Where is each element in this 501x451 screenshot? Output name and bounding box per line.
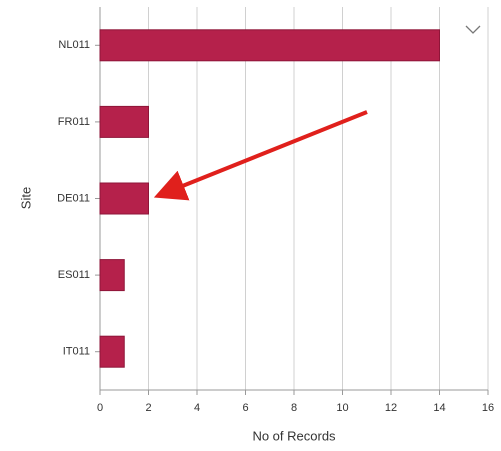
x-tick-label: 14 xyxy=(433,402,445,414)
y-tick-label: NL011 xyxy=(58,39,90,51)
x-tick-label: 8 xyxy=(291,402,297,414)
x-axis-title: No of Records xyxy=(252,428,336,443)
x-tick-label: 0 xyxy=(97,402,103,414)
x-tick-label: 10 xyxy=(336,402,348,414)
bar xyxy=(99,259,125,292)
y-tick-label: IT011 xyxy=(63,346,90,358)
y-tick-label: ES011 xyxy=(58,269,90,281)
x-tick-label: 4 xyxy=(194,402,200,414)
annotation-arrow xyxy=(153,110,368,201)
bar xyxy=(99,105,149,138)
x-tick-label: 12 xyxy=(385,402,397,414)
x-tick-label: 2 xyxy=(145,402,151,414)
bar xyxy=(99,29,440,62)
y-tick-label: DE011 xyxy=(57,192,90,204)
plot-area: 0 2 4 6 8 10 12 14 16 NL011 FR011 DE011 ES011 IT011 xyxy=(57,7,494,414)
x-tick-label: 16 xyxy=(482,402,494,414)
bar xyxy=(99,335,125,368)
bar xyxy=(99,182,149,215)
dropdown-chevron[interactable] xyxy=(465,25,481,34)
x-tick-label: 6 xyxy=(242,402,248,414)
y-tick-label: FR011 xyxy=(58,116,90,128)
y-axis-title: Site xyxy=(18,187,33,209)
